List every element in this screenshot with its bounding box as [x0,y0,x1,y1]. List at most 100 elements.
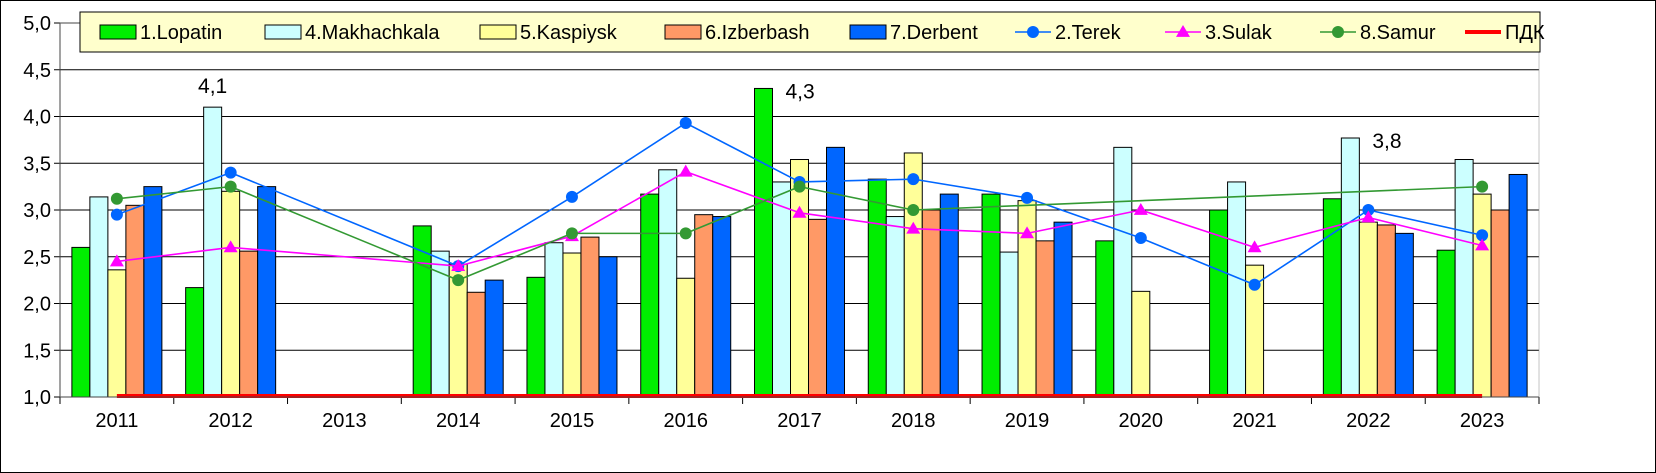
bar-1-lopatin-2015 [526,276,546,398]
x-tick-label: 2011 [95,410,138,432]
legend-8-samur-label: 8.Samur [1360,22,1436,44]
x-tick-label: 2014 [436,410,481,432]
x-tick-label: 2016 [663,410,708,432]
y-tick-label: 5,0 [23,13,51,35]
bar-4-makhachkala-2017 [772,181,791,398]
point-2-terek-2021 [1248,278,1261,291]
legend-2-terek-label: 2.Terek [1055,22,1122,44]
legend-7-derbent-swatch [849,24,887,40]
legend-7-derbent-label: 7.Derbent [890,22,978,44]
legend-2-terek-swatch-marker [1027,26,1039,38]
bar-1-lopatin-2023 [1436,249,1456,398]
line-segment-8-samur [116,185,231,200]
line-segment-2-terek [457,196,573,267]
point-8-samur-2011 [110,192,123,205]
bar-6-izberbash-2018 [921,209,941,398]
bar-4-makhachkala-2019 [999,251,1019,398]
bar-4-makhachkala-2015 [544,242,564,398]
bar-7-derbent-2012 [257,186,277,398]
legend-6-izberbash-label: 6.Izberbash [705,22,810,44]
y-tick-label: 4,5 [23,60,51,82]
legend-box [79,11,1541,53]
bar-7-derbent-2015 [598,256,618,398]
bar-1-lopatin-2018 [867,178,887,398]
bar-1-lopatin-2017 [754,87,773,398]
bar-6-izberbash-2022 [1376,224,1396,398]
line-segment-3-sulak [230,246,459,267]
legend-6-izberbash-swatch [664,24,702,40]
legend-пдк-label: ПДК [1505,22,1545,44]
bar-7-derbent-2014 [484,279,504,398]
data-label-2012: 4,1 [198,75,227,98]
bar-7-derbent-2023 [1508,173,1528,398]
bar-5-kaspiysk-2017 [790,159,809,398]
bar-6-izberbash-2017 [808,218,827,398]
x-tick-label: 2015 [550,410,595,432]
point-3-sulak-2012 [223,240,238,253]
point-2-terek-2012 [224,166,237,179]
y-tick-label: 4,0 [23,107,51,129]
point-8-samur-2014 [452,274,465,287]
line-segment-2-terek [1140,237,1255,286]
bar-4-makhachkala-2018 [885,216,905,398]
point-3-sulak-2014 [451,259,466,271]
bar-4-makhachkala-2016 [658,169,678,398]
point-2-terek-2018 [907,173,920,186]
line-segment-8-samur [799,185,914,211]
bar-4-makhachkala-2022 [1340,137,1360,398]
bar-6-izberbash-2016 [694,214,714,398]
bar-5-kaspiysk-2011 [107,269,127,398]
x-tick-label: 2012 [208,410,253,432]
point-2-terek-2016 [679,117,692,130]
legend-1-lopatin-label: 1.Lopatin [140,22,222,44]
legend-8-samur-swatch-marker [1332,26,1344,38]
point-8-samur-2015 [565,227,578,240]
point-3-sulak-2021 [1247,240,1262,253]
bar-5-kaspiysk-2023 [1472,193,1492,398]
bar-6-izberbash-2012 [239,250,259,398]
line-segment-3-sulak [799,212,914,230]
bar-7-derbent-2019 [1053,221,1073,398]
bar-7-derbent-2022 [1394,232,1414,398]
bar-1-lopatin-2020 [1095,240,1115,398]
line-segment-3-sulak [1254,216,1369,249]
bar-4-makhachkala-2020 [1113,146,1133,398]
line-segment-8-samur [685,185,800,235]
line-segment-8-samur [230,185,459,281]
bar-4-makhachkala-2011 [89,196,109,398]
bar-1-lopatin-2012 [185,287,205,398]
y-tick-label: 2,5 [23,247,51,269]
point-3-sulak-2018 [906,221,921,234]
data-label-2017: 4,3 [786,80,815,103]
line-segment-3-sulak [913,227,1028,235]
point-2-terek-2015 [565,190,578,203]
line-segment-2-terek [1368,209,1483,237]
point-8-samur-2016 [679,227,692,240]
x-tick-label: 2020 [1119,410,1164,432]
point-3-sulak-2022 [1361,210,1376,223]
bar-5-kaspiysk-2020 [1131,290,1151,398]
point-2-terek-2011 [110,208,123,221]
bar-7-derbent-2018 [939,193,959,398]
bar-5-kaspiysk-2015 [562,252,582,398]
legend-4-makhachkala-label: 4.Makhachkala [305,22,440,44]
y-tick-label: 2,0 [23,294,51,316]
line-segment-8-samur [913,185,1483,211]
bar-7-derbent-2017 [826,146,845,398]
legend-4-makhachkala-swatch [264,24,302,40]
legend-5-kaspiysk-swatch [479,24,517,40]
line-segment-3-sulak [571,170,687,237]
point-8-samur-2023 [1476,180,1489,193]
line-segment-3-sulak [1026,209,1141,235]
bar-6-izberbash-2019 [1035,240,1055,398]
bar-1-lopatin-2019 [981,193,1001,398]
legend-5-kaspiysk-label: 5.Kaspiysk [520,22,618,44]
point-3-sulak-2017 [792,205,807,218]
legend-1-lopatin-swatch [99,24,137,40]
y-tick-label: 1,0 [23,387,51,409]
y-tick-label: 3,0 [23,200,51,222]
y-tick-label: 1,5 [23,340,51,362]
line-segment-8-samur [457,232,573,281]
line-segment-2-terek [571,122,687,198]
